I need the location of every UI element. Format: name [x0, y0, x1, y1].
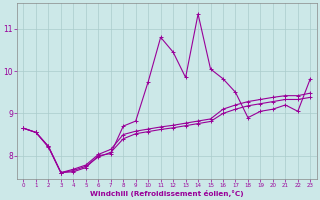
X-axis label: Windchill (Refroidissement éolien,°C): Windchill (Refroidissement éolien,°C) [90, 190, 244, 197]
